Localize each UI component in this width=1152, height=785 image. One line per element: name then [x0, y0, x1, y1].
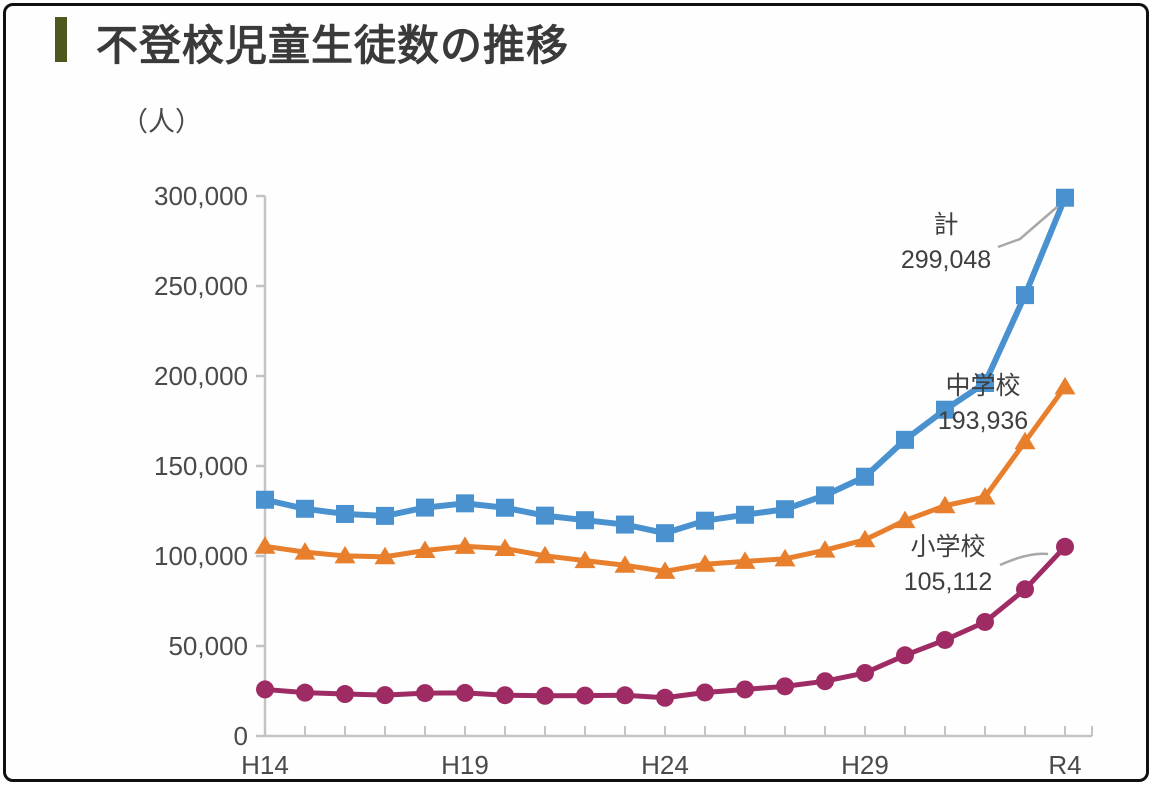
- marker-circle: [696, 683, 714, 702]
- x-axis-tick-label: R4: [1048, 750, 1081, 780]
- marker-circle: [936, 630, 954, 649]
- marker-circle: [256, 680, 274, 699]
- marker-square: [856, 467, 874, 486]
- marker-circle: [376, 686, 394, 705]
- marker-square: [416, 498, 434, 517]
- marker-square: [736, 505, 754, 524]
- marker-circle: [816, 672, 834, 691]
- marker-square: [1056, 188, 1074, 207]
- marker-triangle: [654, 561, 676, 579]
- marker-triangle: [494, 538, 516, 557]
- marker-circle: [976, 612, 994, 631]
- annotation-total: 計 299,048: [861, 208, 1031, 278]
- marker-circle: [856, 663, 874, 682]
- marker-triangle: [614, 555, 636, 573]
- marker-square: [776, 500, 794, 519]
- marker-triangle: [814, 540, 836, 558]
- marker-square: [336, 504, 354, 523]
- annotation-leader-line-0: [997, 206, 1058, 249]
- y-axis-tick-label: 100,000: [154, 541, 248, 571]
- marker-square: [696, 511, 714, 530]
- x-axis-tick-label: H14: [241, 750, 289, 780]
- x-axis-tick-label: H29: [841, 750, 889, 780]
- marker-triangle: [334, 545, 356, 564]
- marker-triangle: [414, 540, 436, 558]
- marker-square: [616, 515, 634, 534]
- marker-circle: [496, 686, 514, 705]
- marker-circle: [416, 684, 434, 703]
- marker-triangle: [734, 551, 756, 569]
- marker-square: [896, 430, 914, 449]
- marker-square: [816, 486, 834, 505]
- screenshot-frame: 不登校児童生徒数の推移 （人） 300,000 250,000 200,000 150…: [3, 3, 1149, 782]
- line-chart: 300,000 250,000 200,000 150,000 100,000 50,00…: [154, 181, 1093, 780]
- y-axis-tick-label: 50,000: [168, 631, 248, 661]
- marker-triangle: [454, 536, 476, 554]
- marker-triangle: [854, 529, 876, 548]
- marker-circle: [576, 686, 594, 705]
- y-axis-tick-label: 300,000: [154, 181, 248, 211]
- marker-circle: [456, 683, 474, 702]
- annotation-junior-high-label: 中学校: [945, 372, 1021, 400]
- marker-circle: [616, 686, 634, 705]
- marker-triangle: [534, 545, 556, 564]
- marker-circle: [1016, 580, 1034, 599]
- marker-square: [656, 524, 674, 543]
- marker-circle: [656, 688, 674, 707]
- marker-triangle: [774, 548, 796, 567]
- marker-circle: [776, 677, 794, 696]
- marker-triangle: [374, 546, 396, 565]
- annotation-junior-high-value: 193,936: [937, 407, 1029, 435]
- marker-square: [456, 494, 474, 513]
- marker-triangle: [254, 536, 276, 554]
- marker-square: [376, 506, 394, 525]
- marker-circle: [536, 686, 554, 705]
- marker-triangle: [894, 510, 916, 529]
- chart-header: 不登校児童生徒数の推移: [6, 6, 1146, 76]
- y-axis-tick-label: 250,000: [154, 271, 248, 301]
- marker-circle: [1056, 537, 1074, 556]
- marker-square: [496, 498, 514, 517]
- y-axis-tick-label: 150,000: [154, 451, 248, 481]
- annotation-total-label: 計: [933, 211, 959, 239]
- marker-triangle: [1054, 376, 1076, 395]
- y-axis-tick-label: 0: [234, 721, 248, 751]
- annotation-total-value: 299,048: [900, 246, 992, 274]
- marker-square: [976, 373, 994, 392]
- marker-triangle: [694, 554, 716, 572]
- y-axis-tick-label: 200,000: [154, 361, 248, 391]
- annotation-elementary-value: 105,112: [903, 568, 993, 596]
- annotation-junior-high: 中学校 193,936: [898, 369, 1068, 439]
- marker-triangle: [574, 550, 596, 569]
- marker-circle: [896, 646, 914, 665]
- marker-square: [256, 490, 274, 509]
- y-axis-unit-label: （人）: [121, 107, 202, 137]
- marker-circle: [736, 680, 754, 699]
- marker-square: [536, 506, 554, 525]
- x-axis-tick-label: H19: [441, 750, 489, 780]
- marker-triangle: [934, 495, 956, 514]
- title-accent-bar: [55, 17, 67, 62]
- x-axis-tick-label: H24: [641, 750, 689, 780]
- annotation-elementary-label: 小学校: [910, 533, 986, 561]
- marker-square: [296, 499, 314, 518]
- marker-triangle: [974, 487, 996, 505]
- marker-circle: [336, 685, 354, 704]
- marker-square: [936, 400, 954, 419]
- marker-square: [1016, 286, 1034, 305]
- marker-circle: [296, 683, 314, 702]
- annotation-leader-line-2: [999, 552, 1049, 567]
- marker-triangle: [294, 542, 316, 560]
- page-title: 不登校児童生徒数の推移: [96, 22, 570, 69]
- marker-square: [576, 511, 594, 530]
- marker-triangle: [1014, 431, 1036, 450]
- annotation-elementary: 小学校 105,112: [863, 530, 1033, 600]
